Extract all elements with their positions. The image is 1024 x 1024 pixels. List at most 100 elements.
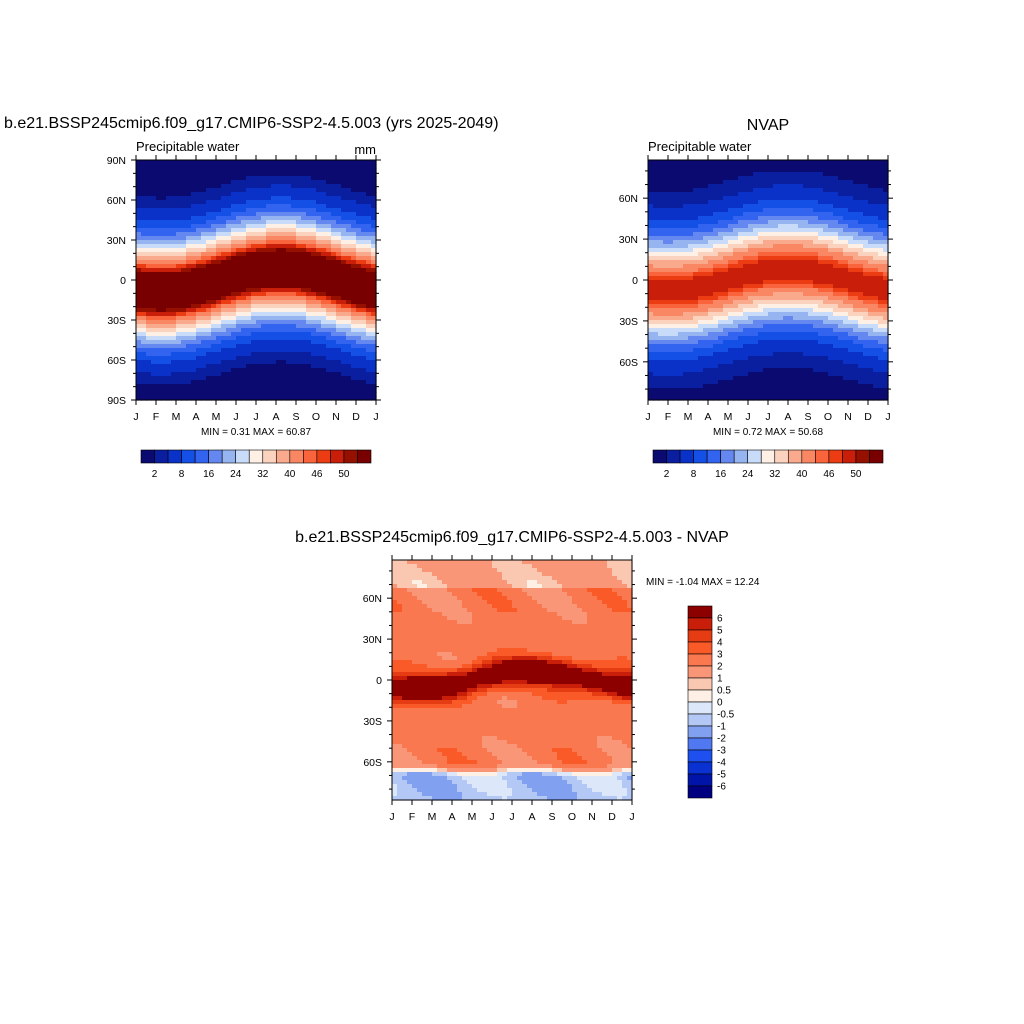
heatmap-cell xyxy=(181,184,187,189)
heatmap-cell xyxy=(256,260,262,265)
heatmap-cell xyxy=(673,204,679,209)
heatmap-cell xyxy=(301,164,307,169)
heatmap-cell xyxy=(296,372,302,377)
heatmap-cell xyxy=(241,200,247,205)
heatmap-cell xyxy=(356,252,362,257)
heatmap-cell xyxy=(176,388,182,393)
heatmap-cell xyxy=(221,292,227,297)
heatmap-cell xyxy=(306,280,312,285)
heatmap-cell xyxy=(668,204,674,209)
heatmap-cell xyxy=(336,172,342,177)
heatmap-cell xyxy=(156,356,162,361)
heatmap-cell xyxy=(778,308,784,313)
heatmap-cell xyxy=(346,272,352,277)
heatmap-cell xyxy=(708,196,714,201)
heatmap-cell xyxy=(301,364,307,369)
panel-model-subtitle: Precipitable water xyxy=(136,139,240,154)
heatmap-cell xyxy=(281,300,287,305)
heatmap-cell xyxy=(718,224,724,229)
heatmap-cell xyxy=(738,164,744,169)
heatmap-cell xyxy=(196,316,202,321)
heatmap-cell xyxy=(351,256,357,261)
heatmap-cell xyxy=(281,268,287,273)
heatmap-cell xyxy=(326,304,332,309)
heatmap-cell xyxy=(211,360,217,365)
heatmap-cell xyxy=(336,216,342,221)
heatmap-cell xyxy=(281,252,287,257)
heatmap-cell xyxy=(873,232,879,237)
heatmap-cell xyxy=(176,356,182,361)
heatmap-cell xyxy=(678,292,684,297)
heatmap-cell xyxy=(266,176,272,181)
heatmap-cell xyxy=(658,260,664,265)
heatmap-cell xyxy=(351,340,357,345)
heatmap-cell xyxy=(863,236,869,241)
heatmap-cell xyxy=(296,308,302,313)
heatmap-cell xyxy=(151,336,157,341)
heatmap-cell xyxy=(703,204,709,209)
heatmap-cell xyxy=(758,240,764,245)
heatmap-cell xyxy=(246,204,252,209)
heatmap-cell xyxy=(798,164,804,169)
heatmap-cell xyxy=(678,180,684,185)
heatmap-cell xyxy=(813,316,819,321)
heatmap-cell xyxy=(256,160,262,165)
heatmap-cell xyxy=(723,320,729,325)
heatmap-cell xyxy=(181,372,187,377)
heatmap-cell xyxy=(371,348,377,353)
heatmap-cell xyxy=(693,204,699,209)
heatmap-cell xyxy=(768,244,774,249)
heatmap-cell xyxy=(176,284,182,289)
heatmap-cell xyxy=(311,292,317,297)
heatmap-cell xyxy=(191,308,197,313)
heatmap-cell xyxy=(783,240,789,245)
heatmap-cell xyxy=(266,396,272,401)
heatmap-cell xyxy=(296,316,302,321)
heatmap-cell xyxy=(301,360,307,365)
heatmap-cell xyxy=(206,352,212,357)
heatmap-cell xyxy=(673,236,679,241)
heatmap-cell xyxy=(186,292,192,297)
heatmap-cell xyxy=(276,280,282,285)
heatmap-cell xyxy=(156,344,162,349)
heatmap-cell xyxy=(683,236,689,241)
heatmap-cell xyxy=(286,264,292,269)
heatmap-cell xyxy=(236,292,242,297)
heatmap-cell xyxy=(236,356,242,361)
heatmap-cell xyxy=(221,200,227,205)
heatmap-cell xyxy=(146,392,152,397)
heatmap-cell xyxy=(271,368,277,373)
heatmap-cell xyxy=(808,220,814,225)
heatmap-cell xyxy=(211,316,217,321)
heatmap-cell xyxy=(838,236,844,241)
heatmap-cell xyxy=(763,320,769,325)
heatmap-cell xyxy=(176,348,182,353)
heatmap-cell xyxy=(848,204,854,209)
heatmap-cell xyxy=(698,272,704,277)
heatmap-cell xyxy=(241,292,247,297)
heatmap-cell xyxy=(683,316,689,321)
heatmap-cell xyxy=(211,364,217,369)
heatmap-cell xyxy=(853,216,859,221)
heatmap-cell xyxy=(166,188,172,193)
heatmap-cell xyxy=(226,380,232,385)
heatmap-cell xyxy=(853,288,859,293)
heatmap-cell xyxy=(793,248,799,253)
heatmap-cell xyxy=(331,344,337,349)
heatmap-cell xyxy=(803,180,809,185)
heatmap-cell xyxy=(648,208,654,213)
heatmap-cell xyxy=(291,368,297,373)
heatmap-cell xyxy=(853,236,859,241)
colorbar-label: 50 xyxy=(338,469,350,480)
heatmap-cell xyxy=(858,172,864,177)
heatmap-cell xyxy=(688,192,694,197)
heatmap-cell xyxy=(281,360,287,365)
heatmap-cell xyxy=(703,196,709,201)
heatmap-cell xyxy=(848,184,854,189)
heatmap-cell xyxy=(868,164,874,169)
heatmap-cell xyxy=(296,332,302,337)
heatmap-cell xyxy=(176,232,182,237)
heatmap-cell xyxy=(833,192,839,197)
heatmap-cell xyxy=(793,184,799,189)
heatmap-cell xyxy=(703,276,709,281)
